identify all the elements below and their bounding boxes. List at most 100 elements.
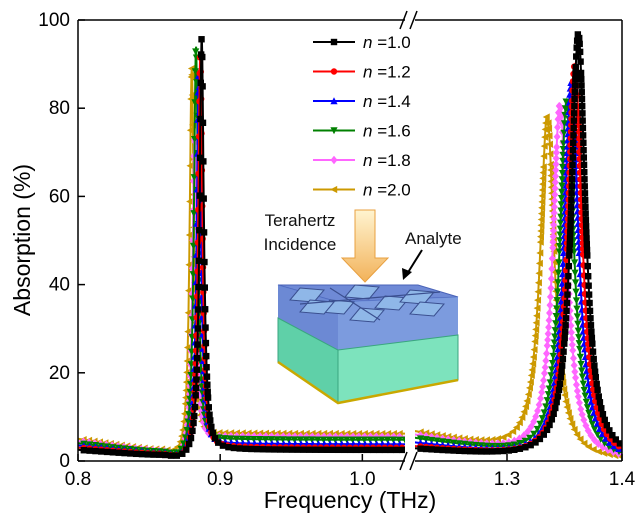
data-point-marker — [399, 446, 405, 454]
data-point-marker — [583, 404, 592, 412]
data-point-marker — [572, 297, 581, 305]
x-tick-label: 1.3 — [494, 469, 520, 490]
data-point-marker — [203, 352, 210, 360]
data-point-marker — [533, 312, 541, 320]
data-point-marker — [561, 340, 568, 347]
data-point-marker — [530, 346, 538, 354]
data-point-marker — [538, 388, 546, 397]
data-point-marker — [273, 436, 281, 444]
data-point-marker — [533, 425, 541, 433]
data-point-marker — [559, 157, 567, 165]
data-point-marker — [545, 140, 553, 148]
data-point-marker — [376, 446, 383, 454]
data-point-marker — [472, 448, 479, 455]
data-point-marker — [167, 452, 175, 459]
data-point-marker — [585, 409, 593, 417]
data-point-marker — [290, 436, 299, 444]
data-point-marker — [550, 220, 558, 230]
data-point-marker — [573, 386, 581, 396]
data-point-marker — [296, 436, 304, 444]
y-tick-label: 80 — [49, 98, 70, 119]
data-point-marker — [323, 446, 331, 453]
data-point-marker — [121, 449, 128, 457]
data-point-marker — [219, 442, 227, 449]
data-point-marker — [205, 404, 212, 411]
data-point-marker — [553, 353, 561, 361]
data-point-marker — [535, 269, 543, 277]
data-point-marker — [558, 182, 566, 190]
data-point-marker — [559, 270, 567, 278]
data-point-marker — [579, 132, 587, 139]
data-point-marker — [566, 414, 574, 423]
data-point-marker — [573, 305, 581, 313]
data-point-marker — [546, 292, 554, 302]
data-point-marker — [574, 327, 582, 335]
data-point-marker — [354, 436, 363, 444]
data-point-marker — [192, 392, 199, 399]
data-point-marker — [539, 180, 547, 188]
data-point-marker — [569, 354, 577, 363]
data-point-marker — [577, 58, 584, 65]
data-point-marker — [534, 296, 542, 304]
data-point-marker — [552, 404, 559, 412]
data-point-marker — [548, 359, 557, 367]
data-point-marker — [544, 335, 552, 345]
data-point-marker — [594, 448, 602, 456]
data-point-marker — [561, 391, 569, 399]
data-point-marker — [586, 415, 595, 423]
data-point-marker — [581, 190, 589, 197]
data-point-marker — [509, 427, 517, 436]
data-point-marker — [551, 327, 559, 335]
data-point-marker — [346, 446, 354, 454]
data-point-marker — [579, 124, 587, 132]
data-point-marker — [185, 440, 193, 448]
data-point-marker — [558, 176, 566, 184]
data-point-marker — [393, 446, 400, 454]
data-point-marker — [578, 367, 586, 375]
data-point-marker — [557, 207, 565, 215]
data-point-marker — [612, 436, 619, 443]
data-point-marker — [546, 160, 554, 169]
data-point-marker — [540, 376, 548, 385]
data-point-marker — [381, 446, 389, 454]
data-point-marker — [575, 398, 583, 408]
data-point-marker — [577, 360, 585, 368]
data-point-marker — [567, 223, 574, 230]
data-point-marker — [545, 132, 553, 140]
data-point-marker — [550, 345, 558, 353]
analyte-pointer-head — [402, 268, 412, 280]
data-point-marker — [537, 394, 545, 403]
data-point-marker — [601, 416, 608, 424]
data-point-marker — [173, 452, 181, 459]
data-point-marker — [553, 360, 561, 368]
data-point-marker — [568, 176, 576, 183]
data-point-marker — [271, 446, 278, 453]
data-point-marker — [204, 394, 212, 401]
data-point-marker — [541, 363, 549, 372]
incidence-label-line1: Terahertz — [265, 211, 336, 230]
data-point-marker — [560, 385, 568, 393]
data-point-marker — [551, 196, 559, 205]
data-point-marker — [557, 297, 565, 305]
data-point-marker — [364, 446, 371, 454]
data-point-marker — [568, 340, 576, 349]
data-point-marker — [570, 425, 578, 434]
data-point-marker — [542, 356, 550, 365]
data-point-marker — [590, 355, 597, 363]
data-point-marker — [352, 446, 360, 454]
data-point-marker — [571, 95, 578, 103]
data-point-marker — [594, 386, 601, 394]
data-point-marker — [541, 125, 549, 133]
data-point-marker — [589, 348, 597, 355]
data-point-marker — [570, 139, 577, 146]
data-point-marker — [564, 282, 572, 289]
data-point-marker — [546, 308, 554, 318]
data-point-marker — [204, 388, 211, 395]
data-point-marker — [571, 259, 579, 267]
data-point-marker — [557, 374, 565, 381]
data-point-marker — [550, 214, 558, 224]
series-segment — [415, 31, 622, 455]
data-point-marker — [202, 324, 209, 331]
data-point-marker — [189, 427, 196, 435]
data-point-marker — [597, 435, 605, 443]
